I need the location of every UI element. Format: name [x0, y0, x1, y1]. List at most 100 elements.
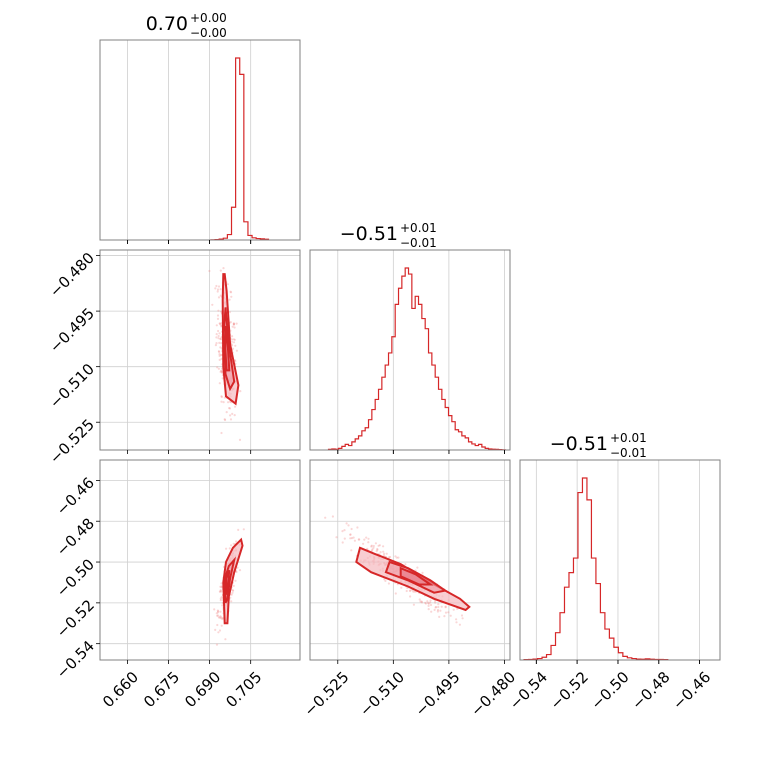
sample-point	[220, 336, 223, 339]
panel-frame	[99, 459, 301, 661]
sample-point	[350, 537, 353, 540]
sample-point	[215, 342, 218, 345]
sample-point	[444, 605, 447, 608]
sample-point	[418, 598, 421, 601]
histogram-step-line	[327, 267, 506, 451]
sample-point	[219, 294, 222, 297]
y-tick-label: −0.525	[46, 416, 98, 468]
panel-frame	[519, 459, 721, 661]
sample-point	[220, 590, 223, 593]
sample-point	[341, 541, 344, 544]
sample-point	[436, 608, 440, 612]
sample-point	[219, 337, 223, 340]
sample-point	[382, 545, 385, 548]
sample-point	[220, 395, 223, 398]
sample-point	[222, 401, 225, 404]
sample-point	[228, 298, 231, 301]
sample-point	[229, 418, 233, 421]
sample-point	[382, 550, 385, 553]
sample-point	[349, 537, 352, 540]
sample-point	[232, 322, 236, 325]
sample-point	[238, 438, 242, 441]
sample-point	[343, 537, 346, 540]
sample-point	[370, 544, 373, 547]
sample-point	[356, 526, 359, 529]
sample-point	[214, 628, 217, 632]
sample-point	[223, 418, 226, 421]
sample-point	[440, 605, 443, 608]
sample-point	[375, 550, 378, 553]
sample-point	[232, 322, 235, 325]
sample-point	[219, 346, 222, 349]
sample-point	[394, 555, 397, 558]
sample-point	[229, 321, 232, 324]
param-title-plus: +0.00	[190, 11, 227, 25]
param-title-plus: +0.01	[400, 221, 437, 235]
sample-point	[229, 290, 232, 293]
sample-point	[219, 610, 222, 613]
sample-point	[208, 269, 211, 273]
sample-point	[456, 607, 459, 610]
sample-point	[237, 528, 240, 532]
sample-point	[220, 586, 223, 589]
sample-point	[426, 600, 429, 603]
y-tick-label: −0.46	[53, 474, 98, 519]
sample-point	[218, 341, 221, 344]
sample-point	[230, 600, 233, 603]
sample-point	[216, 623, 219, 627]
sample-point	[363, 538, 366, 541]
sample-point	[419, 600, 422, 603]
sample-point	[215, 643, 219, 646]
contour-level-3	[224, 325, 231, 372]
sample-point	[239, 390, 242, 393]
sample-point	[455, 618, 458, 621]
sample-point	[232, 542, 235, 545]
sample-point	[367, 537, 370, 540]
sample-point	[218, 629, 222, 632]
sample-point	[433, 608, 436, 612]
sample-point	[234, 405, 237, 408]
sample-point	[447, 611, 450, 614]
param-title-median: −0.51	[340, 223, 398, 245]
sample-point	[225, 547, 228, 550]
y-tick-label: −0.480	[46, 249, 98, 301]
sample-point	[389, 555, 392, 559]
sample-point	[372, 546, 375, 549]
sample-point	[335, 536, 338, 539]
sample-point	[219, 616, 223, 619]
sample-point	[427, 602, 430, 605]
sample-point	[234, 360, 237, 363]
sample-point	[443, 615, 446, 618]
sample-point	[387, 582, 390, 585]
panel-0-0: 0.70 +0.00−0.00	[99, 11, 301, 244]
sample-point	[216, 611, 219, 614]
sample-point	[219, 337, 222, 341]
sample-point	[217, 616, 220, 619]
param-title-minus: −0.01	[400, 236, 437, 250]
sample-point	[215, 333, 218, 336]
sample-point	[420, 600, 423, 603]
sample-point	[383, 578, 386, 581]
sample-point	[211, 303, 214, 306]
sample-point	[217, 296, 221, 299]
sample-point	[385, 552, 388, 555]
sample-point	[429, 601, 432, 604]
param-title-median: −0.51	[550, 433, 608, 455]
sample-point	[222, 267, 225, 270]
sample-point	[231, 591, 234, 594]
sample-point	[233, 338, 236, 341]
sample-point	[218, 358, 221, 361]
sample-point	[218, 590, 221, 593]
sample-point	[235, 349, 238, 352]
sample-point	[234, 579, 237, 582]
sample-point	[233, 414, 236, 417]
sample-point	[374, 542, 377, 545]
sample-point	[384, 579, 387, 583]
panel-2-0	[99, 459, 301, 661]
sample-point	[405, 589, 408, 593]
y-tick-label: −0.510	[46, 360, 98, 412]
sample-point	[444, 606, 447, 609]
sample-point	[221, 616, 224, 620]
sample-point	[220, 582, 223, 585]
